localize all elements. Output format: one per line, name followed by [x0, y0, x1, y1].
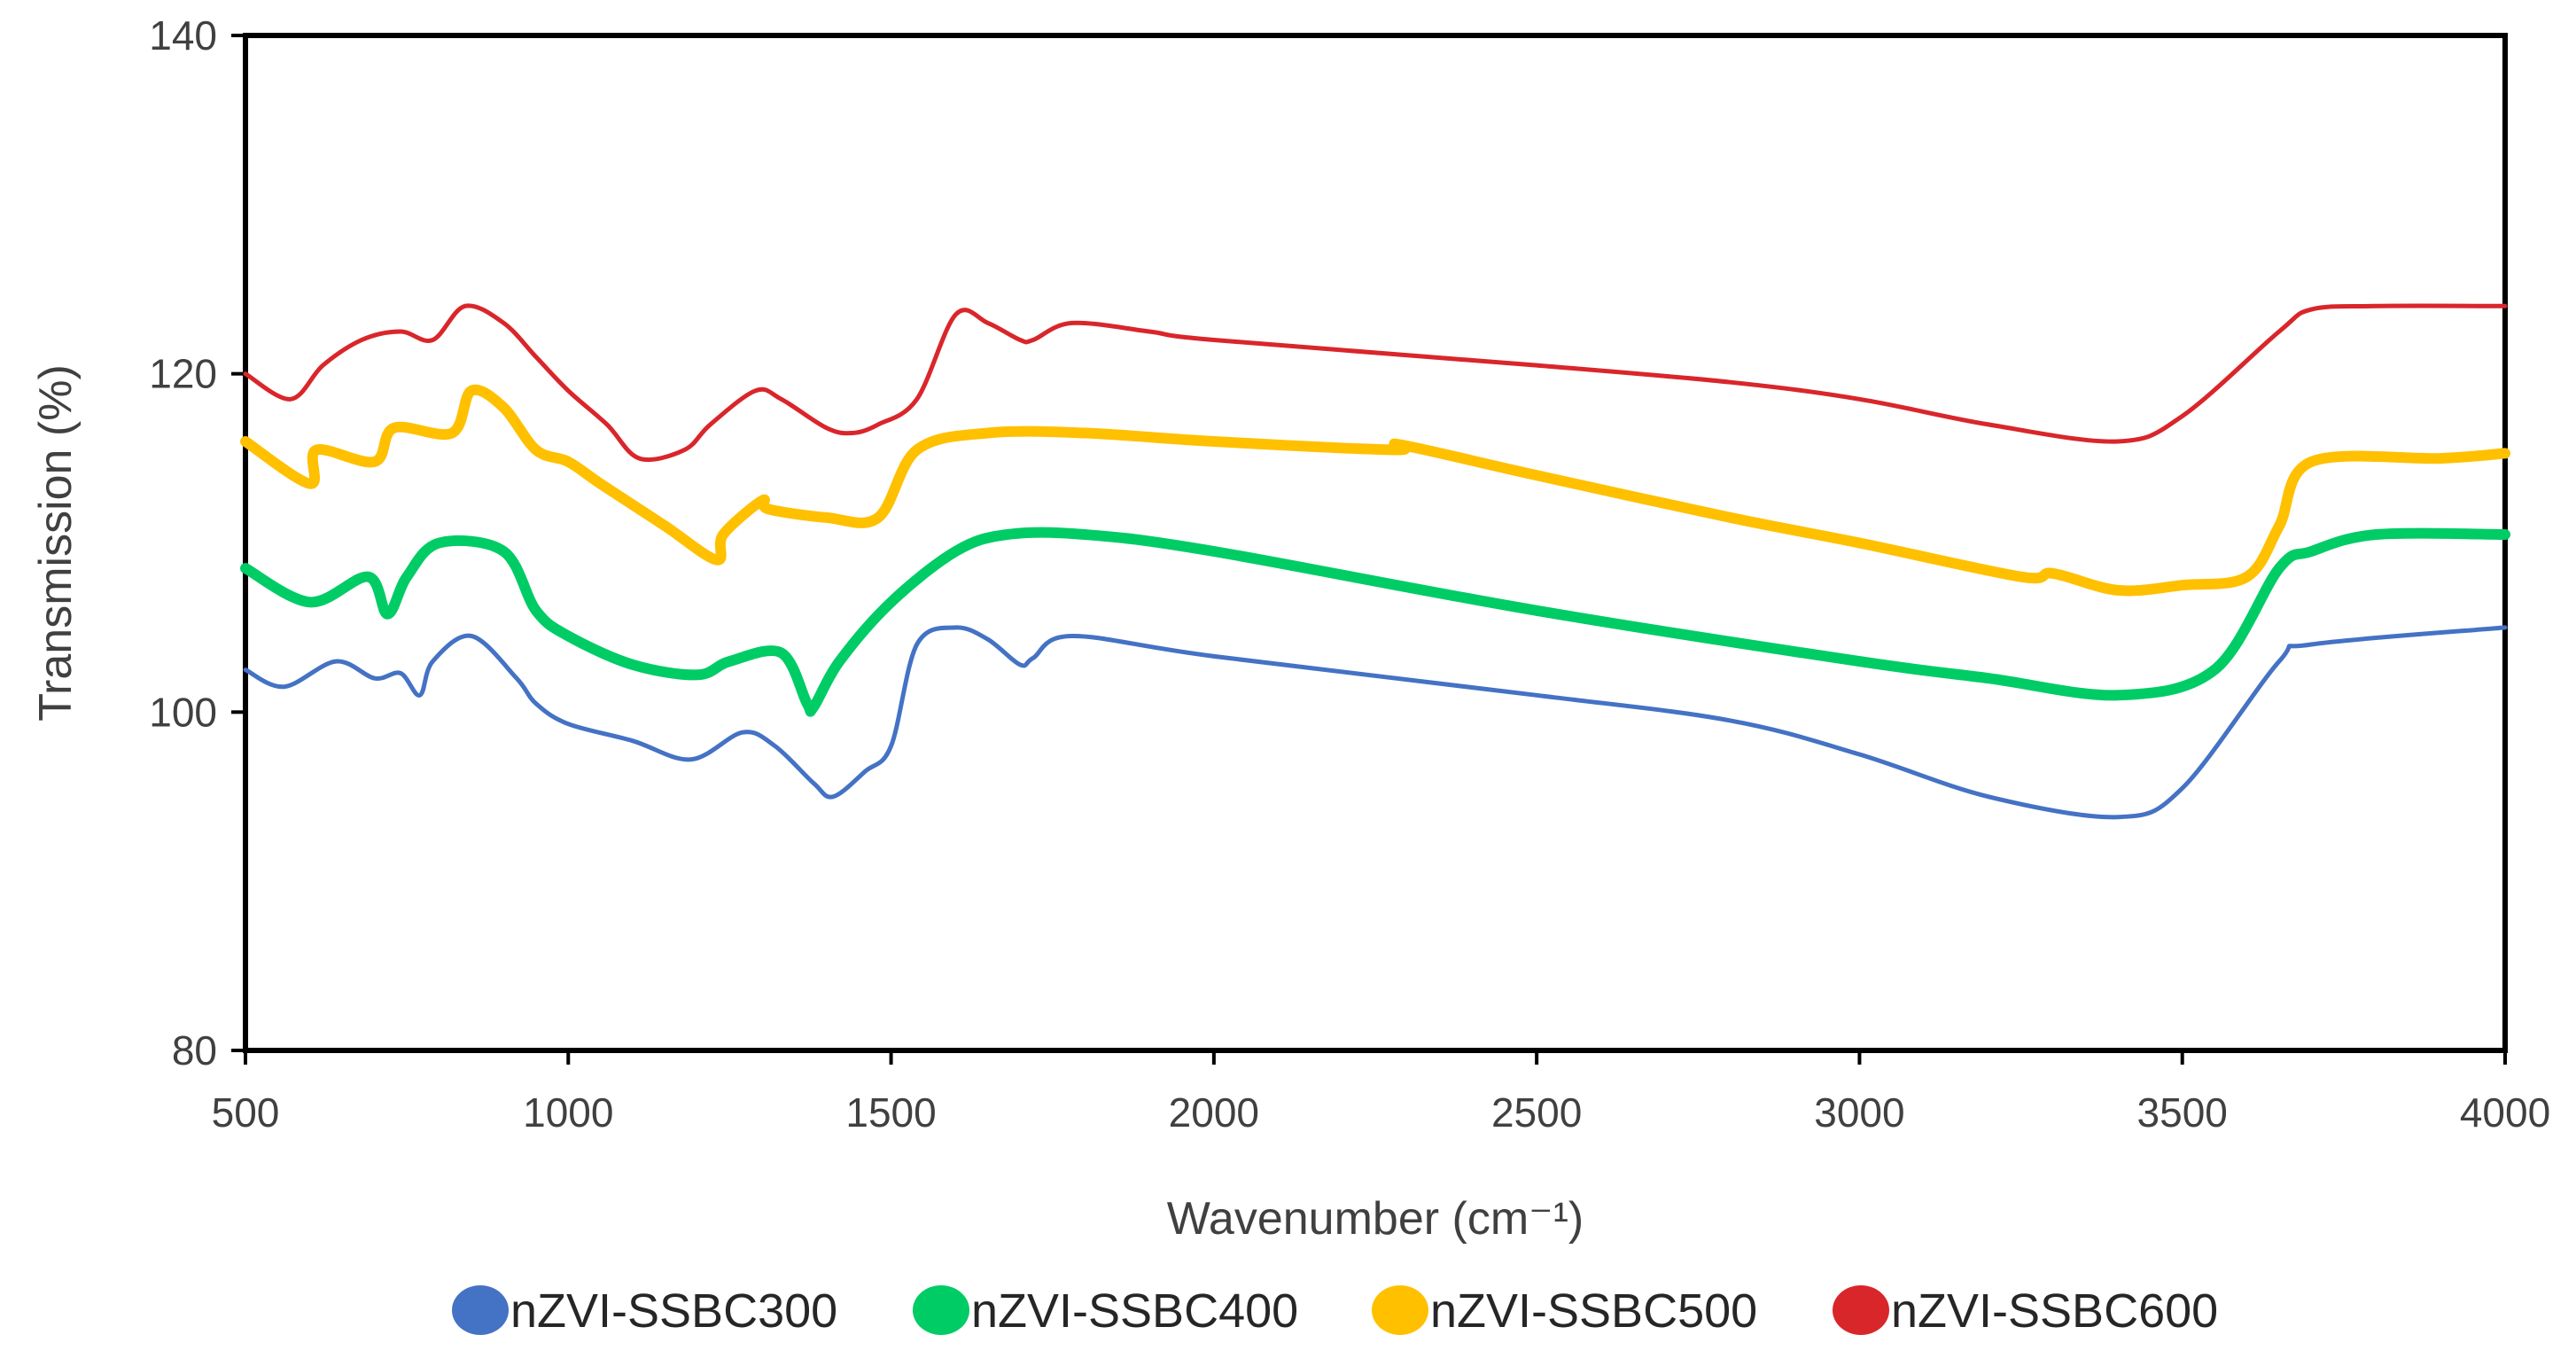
plot-area: [243, 33, 2508, 1053]
x-tick-label: 3000: [1814, 1089, 1904, 1136]
legend-marker: [1372, 1285, 1428, 1335]
series-line-nzvi-ssbc300: [243, 625, 2508, 820]
legend-label: nZVI-SSBC600: [1891, 1284, 2218, 1338]
y-axis: 80 100 120 140: [149, 12, 245, 1073]
x-tick-label: 2000: [1169, 1089, 1259, 1136]
legend: nZVI-SSBC300 nZVI-SSBC400 nZVI-SSBC500 nZVI…: [452, 1284, 2218, 1338]
x-tick-label: 500: [212, 1089, 280, 1136]
series-line-nzvi-ssbc600: [243, 303, 2508, 463]
y-tick-label: 120: [149, 351, 217, 397]
y-tick-label: 140: [149, 12, 217, 59]
legend-label: nZVI-SSBC300: [510, 1284, 837, 1338]
x-tick-label: 3500: [2137, 1089, 2228, 1136]
legend-marker: [452, 1285, 509, 1335]
y-tick-label: 100: [149, 689, 217, 735]
series-line-nzvi-ssbc400: [240, 527, 2510, 717]
y-tick-label: 80: [172, 1027, 217, 1073]
legend-marker: [913, 1285, 969, 1335]
series-lines: [240, 303, 2510, 820]
x-tick-label: 1000: [523, 1089, 613, 1136]
legend-label: nZVI-SSBC400: [971, 1284, 1298, 1338]
y-axis-title: Transmission (%): [30, 364, 82, 722]
series-line-nzvi-ssbc500: [240, 384, 2510, 597]
x-tick-label: 1500: [845, 1089, 936, 1136]
x-tick-label: 4000: [2460, 1089, 2550, 1136]
legend-label: nZVI-SSBC500: [1430, 1284, 1757, 1338]
x-axis: 500 1000 1500 2000 2500 3000 3500 4000: [212, 1050, 2550, 1136]
x-axis-title: Wavenumber (cm⁻¹): [1167, 1193, 1584, 1245]
x-tick-label: 2500: [1491, 1089, 1582, 1136]
legend-marker: [1833, 1285, 1889, 1335]
plot-border: [243, 33, 2508, 1053]
